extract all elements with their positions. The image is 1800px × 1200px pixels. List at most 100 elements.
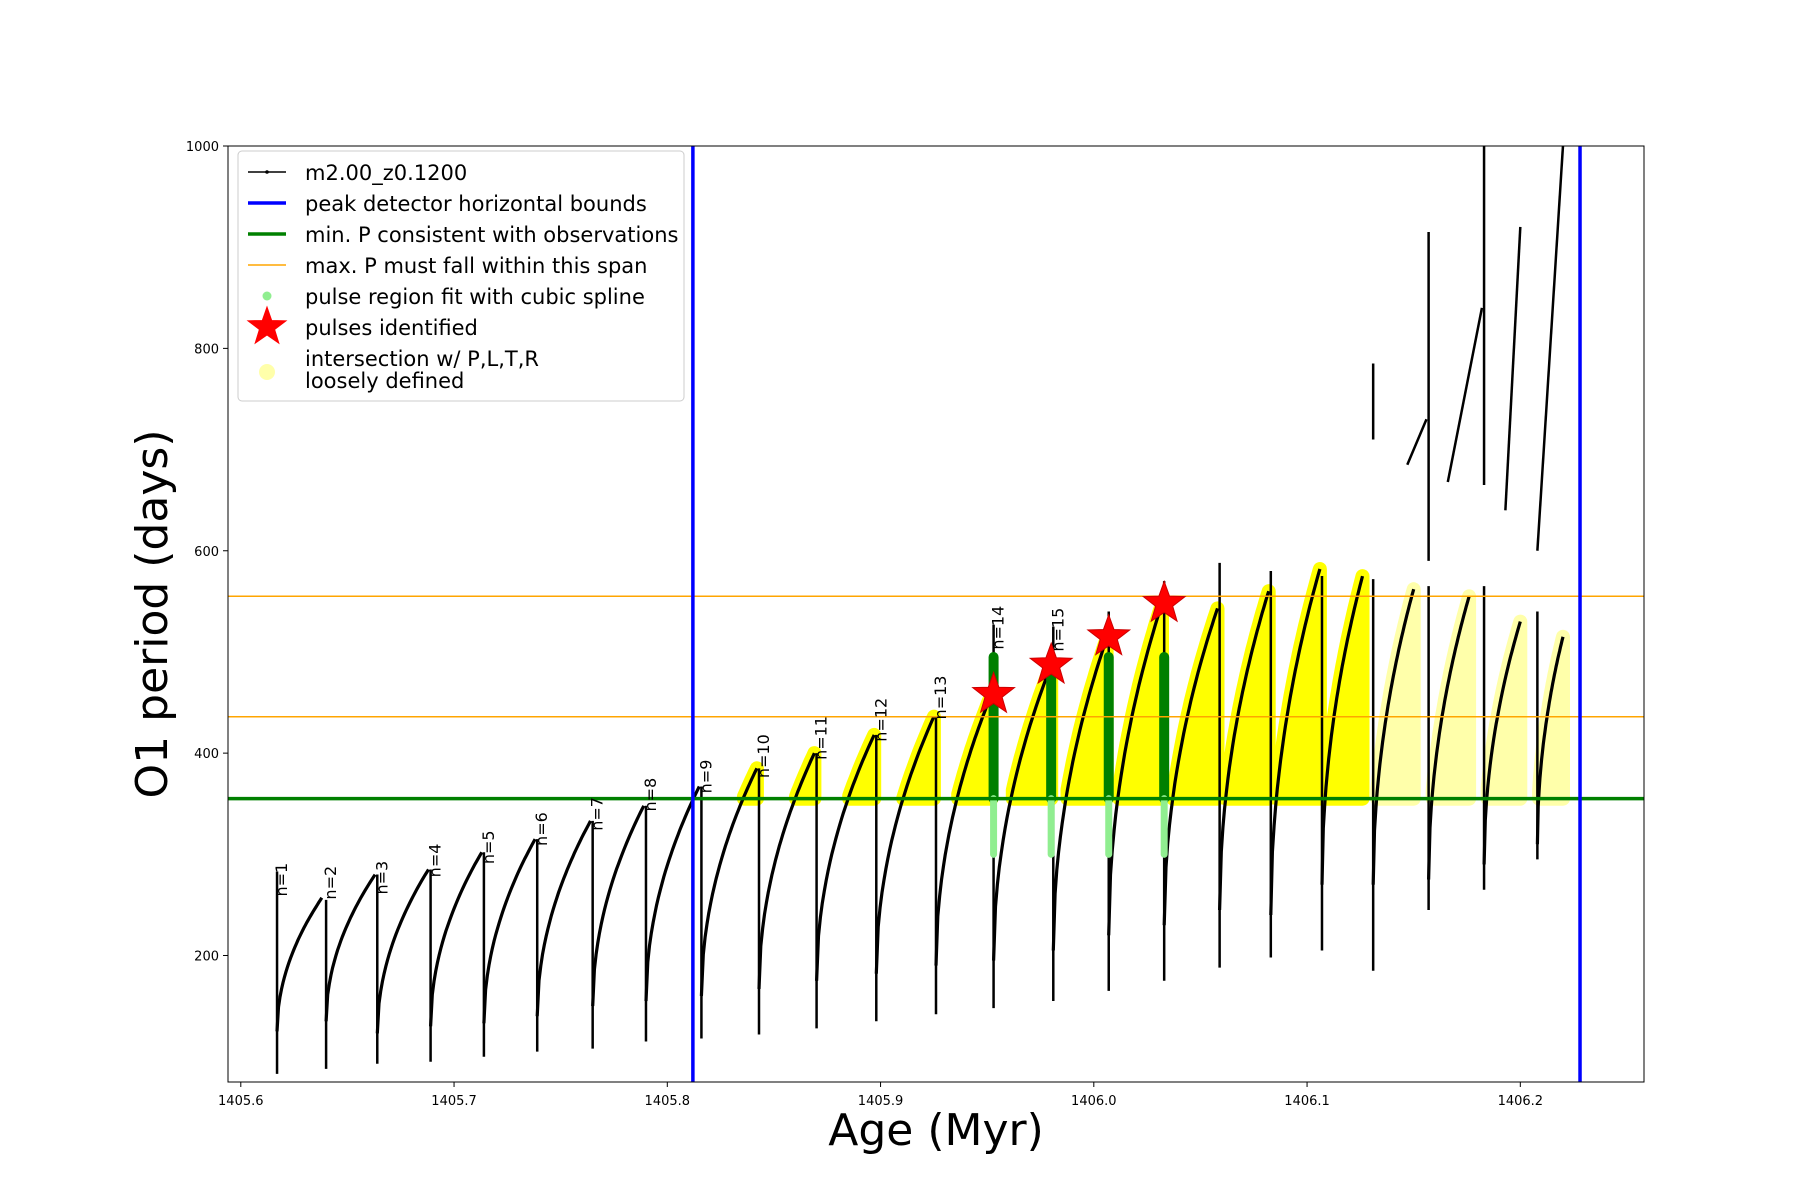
pulse-label: n=12: [871, 698, 890, 742]
pulse-star-3: [1086, 613, 1132, 656]
legend-entry-maxp: max. P must fall within this span: [248, 254, 647, 278]
intersection-fill: [1219, 584, 1276, 806]
y-tick-label-2: 600: [194, 545, 219, 560]
pulse-label: n=4: [426, 844, 445, 878]
track-segment: [1535, 636, 1565, 845]
upper-branch-segment: [1504, 226, 1522, 511]
legend-track-marker: [265, 170, 269, 174]
upper-branch-segment: [1406, 418, 1428, 466]
track-segment: [591, 805, 646, 1007]
legend: m2.00_z0.1200 peak detector horizontal b…: [237, 150, 685, 402]
x-tick-label-6: 1406.2: [1498, 1094, 1544, 1109]
legend-spline-marker: [262, 291, 272, 301]
legend-label-intersect: intersection w/ P,L,T,R: [305, 347, 539, 371]
intersection-fill: [1425, 589, 1477, 806]
intersection-fill: [1480, 614, 1528, 806]
track-segment: [874, 716, 936, 974]
legend-label-intersect-2: loosely defined: [305, 369, 464, 393]
x-tick-label-0: 1405.6: [218, 1094, 264, 1109]
legend-entry-minp: min. P consistent with observations: [248, 223, 678, 247]
track-segment: [1051, 638, 1109, 951]
track-segment: [992, 664, 1053, 961]
track-segment: [699, 767, 759, 997]
track-segment: [815, 734, 876, 981]
pulse-label: n=15: [1048, 608, 1067, 652]
pulse-label: n=1: [272, 863, 291, 897]
x-tick-label-2: 1405.8: [645, 1094, 691, 1109]
pulse-star-4: [1141, 579, 1187, 623]
track-segment: [757, 752, 816, 989]
track-segment: [535, 820, 592, 1017]
y-tick-label-3: 800: [194, 342, 219, 357]
pulse-label: n=13: [931, 676, 950, 720]
pulse-label: n=2: [321, 866, 340, 900]
legend-label-track: m2.00_z0.1200: [305, 161, 467, 186]
track-segment: [1320, 575, 1365, 885]
intersection-fill: [1060, 631, 1114, 806]
peak-bound-lines: [691, 146, 1582, 1082]
track-segment: [482, 838, 537, 1024]
pulse-label: n=3: [372, 861, 391, 895]
track-segment: [1482, 621, 1522, 865]
track-segment: [324, 873, 377, 1022]
legend-label-minp: min. P consistent with observations: [305, 223, 678, 247]
track-segment: [1427, 595, 1471, 880]
y-axis-ticks: 200 400 600 800 1000: [186, 140, 228, 965]
track-segment: [1371, 588, 1416, 885]
y-axis-title: O1 period (days): [127, 430, 178, 799]
track-segment: [429, 851, 484, 1027]
legend-label-bounds: peak detector horizontal bounds: [305, 192, 647, 216]
x-tick-label-3: 1405.9: [858, 1094, 904, 1109]
x-axis-ticks: 1405.6 1405.7 1405.8 1405.9 1406.0 1406.1 1406…: [218, 1082, 1543, 1109]
pulse-labels: n=1 n=2 n=3 n=4 n=5 n=6 n=7 n=8 n=9 n=10 n=11 n=12 n…: [272, 606, 1067, 900]
pulse-star-2: [1028, 641, 1074, 685]
plot-frame: [227, 145, 1645, 1083]
period-track: [275, 145, 1582, 1074]
pulse-region-fits: [988, 652, 1170, 858]
intersection-fill: [1532, 629, 1570, 806]
x-axis-title: Age (Myr): [828, 1105, 1044, 1156]
legend-label-stars: pulses identified: [305, 316, 478, 340]
legend-label-maxp: max. P must fall within this span: [305, 254, 647, 278]
x-tick-label-1: 1405.7: [431, 1094, 477, 1109]
y-tick-label-0: 200: [194, 950, 219, 965]
track-segment: [644, 785, 701, 1002]
upper-branch-segment: [1536, 145, 1565, 551]
legend-intersect-marker: [259, 364, 275, 380]
y-tick-label-1: 400: [194, 747, 219, 762]
intersection-fill: [1319, 569, 1370, 806]
track-segment: [375, 868, 430, 1034]
pulse-stars: [971, 579, 1187, 714]
x-tick-label-5: 1406.1: [1284, 1094, 1330, 1109]
pulse-label: n=8: [641, 778, 660, 812]
legend-label-spline: pulse region fit with cubic spline: [305, 285, 645, 309]
pulse-label: n=10: [754, 734, 773, 778]
legend-star-icon: [246, 305, 288, 345]
upper-branch-segment: [1446, 307, 1484, 483]
legend-entry-bounds: peak detector horizontal bounds: [248, 192, 647, 216]
intersection-fill: [1166, 601, 1225, 806]
track-segment: [1162, 607, 1220, 926]
pulse-label: n=11: [812, 716, 831, 760]
x-tick-label-4: 1406.0: [1071, 1094, 1117, 1109]
legend-entry-intersect: intersection w/ P,L,T,R loosely defined: [259, 347, 539, 393]
intersection-fill: [1270, 562, 1327, 806]
legend-entry-track: m2.00_z0.1200: [248, 161, 467, 186]
legend-box: [237, 150, 685, 402]
track-segment: [1269, 568, 1322, 916]
intersection-fill: [1005, 658, 1059, 806]
pulse-label: n=14: [989, 606, 1008, 650]
period-reference-lines: [228, 595, 1644, 801]
track-segment: [275, 896, 324, 1032]
intersection-fill: [1370, 582, 1421, 806]
pulse-star-1: [971, 670, 1016, 714]
legend-entry-spline: pulse region fit with cubic spline: [262, 285, 645, 309]
pulse-label: n=9: [696, 760, 715, 794]
y-tick-label-4: 1000: [186, 140, 219, 155]
pulse-label: n=5: [479, 830, 498, 864]
pulse-label: n=7: [588, 797, 607, 831]
pulse-label: n=6: [532, 812, 551, 846]
track-segment: [1218, 590, 1271, 911]
legend-entry-stars: pulses identified: [246, 305, 478, 345]
